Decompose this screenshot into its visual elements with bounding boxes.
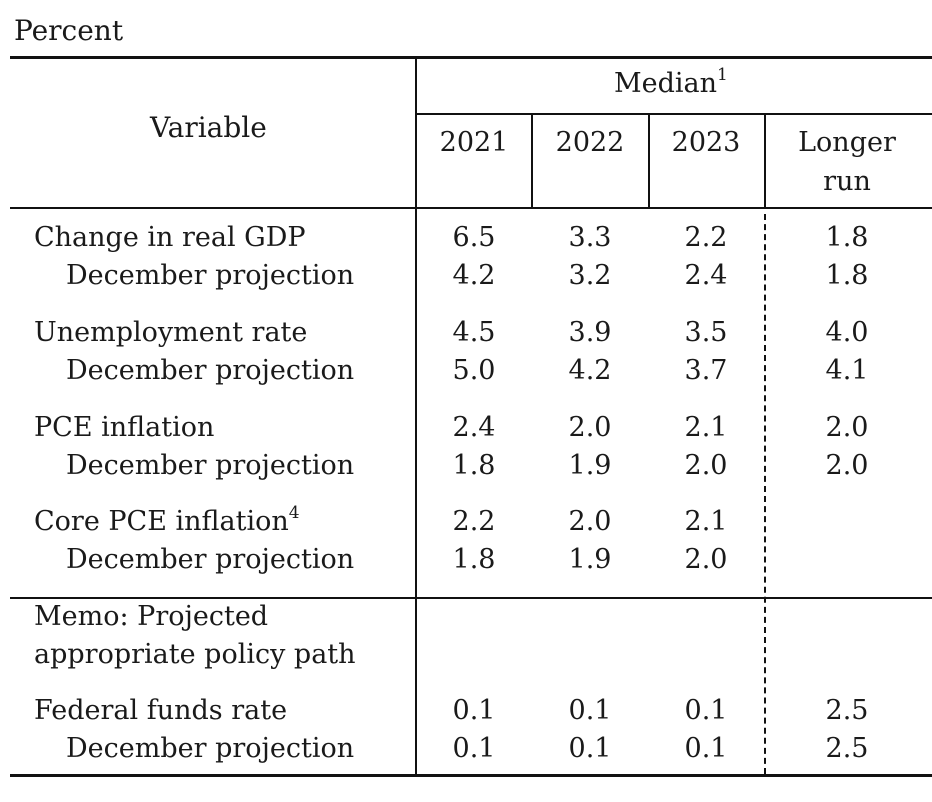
variable-header: Variable — [150, 111, 267, 144]
cell: 2.4 — [684, 260, 728, 291]
cell: 1.8 — [452, 544, 496, 575]
median-label: Median — [614, 68, 718, 99]
year-divider-3 — [764, 114, 766, 208]
cell: 3.2 — [568, 260, 612, 291]
cell: 5.0 — [452, 355, 496, 386]
row-label-unemployment: Unemployment rate — [34, 317, 308, 348]
cell: 1.9 — [568, 450, 612, 481]
cell: 2.0 — [825, 412, 869, 443]
longer-run-header-line1: Longer — [798, 127, 896, 158]
row-label-unemployment-december: December projection — [66, 355, 355, 386]
cell: 1.8 — [825, 260, 869, 291]
cell: 2.1 — [684, 506, 728, 537]
median-underline — [416, 113, 932, 115]
cell: 1.8 — [825, 222, 869, 253]
cell: 2.5 — [825, 695, 869, 726]
cell: 2.0 — [684, 544, 728, 575]
cell: 1.8 — [452, 450, 496, 481]
year-header-2023: 2023 — [671, 127, 741, 158]
cell: 4.2 — [568, 355, 612, 386]
header-bottom-rule — [10, 207, 932, 209]
longer-run-header-line2: run — [823, 166, 871, 197]
memo-line-1: Memo: Projected — [34, 601, 269, 632]
core-pce-label: Core PCE inflation — [34, 506, 289, 537]
top-rule — [10, 56, 932, 59]
row-label-gdp-december: December projection — [66, 260, 355, 291]
cell: 2.0 — [684, 450, 728, 481]
cell: 2.2 — [684, 222, 728, 253]
row-label-pce-december: December projection — [66, 450, 355, 481]
cell: 3.3 — [568, 222, 612, 253]
memo-line-2: appropriate policy path — [34, 639, 356, 670]
year-divider-2 — [648, 114, 650, 208]
cell: 3.9 — [568, 317, 612, 348]
cell: 2.4 — [452, 412, 496, 443]
median-header: Median1 — [614, 67, 728, 99]
cell: 1.9 — [568, 544, 612, 575]
longer-run-dashed-divider — [764, 214, 766, 774]
cell: 2.1 — [684, 412, 728, 443]
cell: 3.7 — [684, 355, 728, 386]
row-label-core-pce-december: December projection — [66, 544, 355, 575]
label-column-divider — [415, 57, 417, 776]
memo-separator-rule — [10, 597, 932, 599]
cell: 4.2 — [452, 260, 496, 291]
cell: 2.2 — [452, 506, 496, 537]
cell: 6.5 — [452, 222, 496, 253]
cell: 0.1 — [452, 695, 496, 726]
cell: 0.1 — [452, 733, 496, 764]
row-label-gdp: Change in real GDP — [34, 222, 306, 253]
row-label-pce: PCE inflation — [34, 412, 215, 443]
bottom-rule — [10, 774, 932, 777]
cell: 4.5 — [452, 317, 496, 348]
year-header-2021: 2021 — [439, 127, 509, 158]
year-header-2022: 2022 — [555, 127, 625, 158]
row-label-fed-funds-december: December projection — [66, 733, 355, 764]
cell: 4.1 — [825, 355, 869, 386]
cell: 4.0 — [825, 317, 869, 348]
year-divider-1 — [531, 114, 533, 208]
cell: 2.5 — [825, 733, 869, 764]
row-label-fed-funds: Federal funds rate — [34, 695, 288, 726]
row-label-core-pce: Core PCE inflation4 — [34, 505, 300, 537]
cell: 2.0 — [825, 450, 869, 481]
cell: 3.5 — [684, 317, 728, 348]
cell: 0.1 — [684, 733, 728, 764]
unit-label: Percent — [14, 14, 124, 47]
cell: 0.1 — [568, 733, 612, 764]
cell: 0.1 — [568, 695, 612, 726]
cell: 0.1 — [684, 695, 728, 726]
median-footnote-marker: 1 — [717, 65, 728, 85]
core-pce-footnote-marker: 4 — [288, 503, 300, 523]
cell: 2.0 — [568, 412, 612, 443]
cell: 2.0 — [568, 506, 612, 537]
